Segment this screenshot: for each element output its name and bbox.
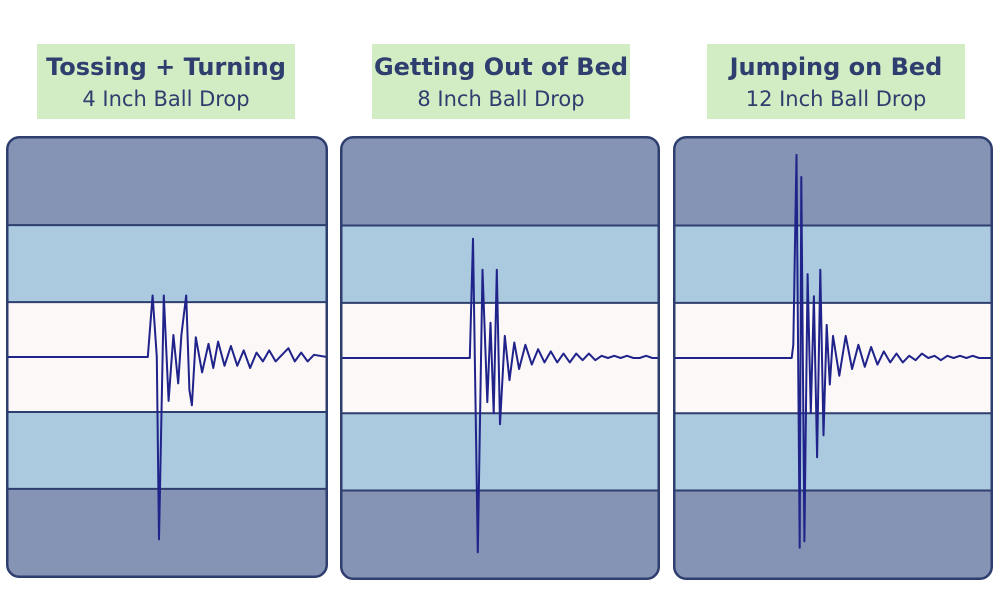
panel-border <box>673 136 993 580</box>
band-inner <box>674 225 992 303</box>
band-inner <box>7 411 327 489</box>
panel-label: Getting Out of Bed 8 Inch Ball Drop <box>372 44 630 119</box>
plot-area <box>341 137 659 579</box>
band-inner <box>674 413 992 491</box>
band-outer <box>341 490 659 579</box>
vibration-trace-line <box>674 153 992 549</box>
panel-title: Jumping on Bed <box>729 53 943 81</box>
chart-panel-getting-out-of-bed <box>340 136 660 580</box>
panel-border <box>340 136 660 580</box>
panel-subtitle: 4 Inch Ball Drop <box>82 87 250 111</box>
band-outer <box>7 488 327 577</box>
band-inner <box>341 413 659 491</box>
band-inner <box>341 225 659 303</box>
plot-area <box>674 137 992 579</box>
panel-label: Tossing + Turning 4 Inch Ball Drop <box>37 44 295 119</box>
panel-label: Jumping on Bed 12 Inch Ball Drop <box>707 44 965 119</box>
band-outer <box>7 137 327 226</box>
panel-title: Getting Out of Bed <box>373 53 629 81</box>
vibration-trace-line <box>341 237 659 554</box>
panel-subtitle: 12 Inch Ball Drop <box>745 87 927 111</box>
panel-title: Tossing + Turning <box>46 53 286 81</box>
panel-border <box>6 136 328 578</box>
band-inner <box>7 225 327 303</box>
plot-area <box>7 137 327 577</box>
vibration-trace-line <box>7 294 327 541</box>
band-outer <box>674 137 992 226</box>
panel-subtitle: 8 Inch Ball Drop <box>417 87 585 111</box>
band-outer <box>674 490 992 579</box>
band-outer <box>341 137 659 226</box>
chart-panel-tossing-turning <box>6 136 328 578</box>
chart-panel-jumping-on-bed <box>673 136 993 580</box>
